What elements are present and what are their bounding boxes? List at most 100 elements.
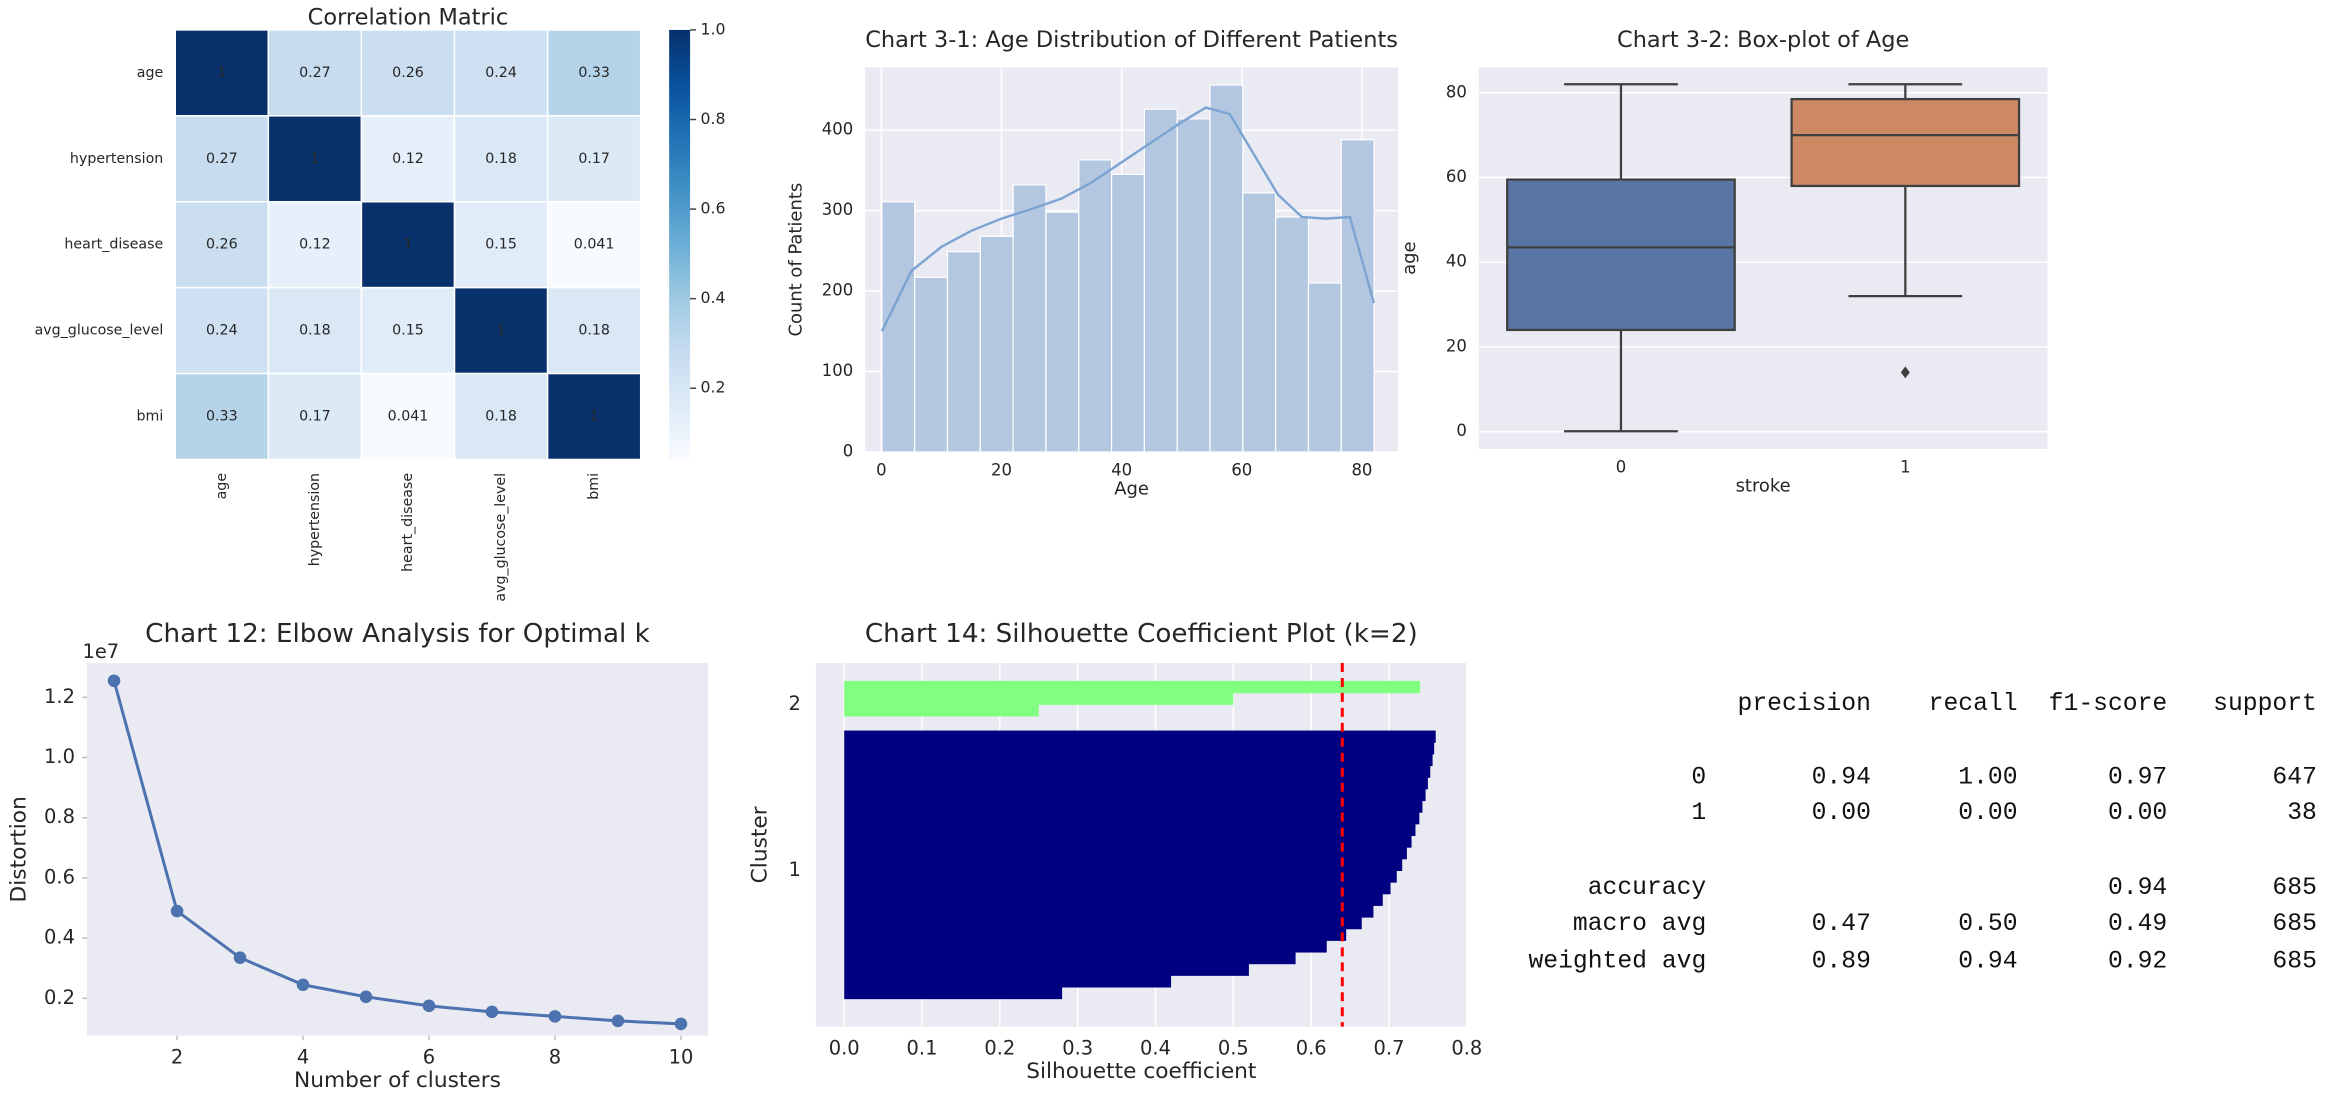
silhouette-bar bbox=[844, 742, 1435, 755]
y-tick-label: 20 bbox=[1446, 336, 1467, 355]
y-tick-label: 0.8 bbox=[44, 805, 75, 828]
x-tick-label: 0 bbox=[1616, 457, 1626, 476]
line-marker bbox=[422, 999, 436, 1013]
chart-title: Chart 3-1: Age Distribution of Different… bbox=[865, 27, 1398, 53]
x-tick-label: 0.8 bbox=[1451, 1037, 1482, 1060]
y-tick-label: 1.0 bbox=[44, 745, 75, 768]
x-tick-label: 0.3 bbox=[1062, 1037, 1093, 1060]
y-tick-label: 0.4 bbox=[44, 926, 75, 949]
histogram-bar bbox=[1176, 118, 1211, 453]
plot-background bbox=[86, 662, 709, 1036]
heatmap-cell bbox=[174, 372, 270, 461]
x-axis-label: Silhouette coefficient bbox=[1026, 1059, 1256, 1084]
silhouette-bar bbox=[844, 692, 1234, 705]
y-axis-label: age bbox=[1399, 241, 1420, 274]
silhouette-bar bbox=[844, 753, 1433, 767]
box bbox=[1790, 97, 2021, 188]
box bbox=[1506, 178, 1736, 332]
line-marker bbox=[674, 1017, 688, 1031]
report-cell: 0.50 bbox=[1958, 910, 2017, 938]
column-label: hypertension bbox=[307, 473, 323, 566]
y-axis-label: Distortion bbox=[7, 796, 32, 902]
offset-text: 1e7 bbox=[82, 640, 119, 663]
column-label: age bbox=[214, 473, 230, 499]
report-cell: 0.94 bbox=[1958, 947, 2017, 975]
x-tick-label: 2 bbox=[171, 1046, 183, 1069]
line-marker bbox=[359, 990, 373, 1004]
y-tick-label: 40 bbox=[1446, 252, 1467, 271]
report-row-label: weighted avg bbox=[1528, 947, 1706, 975]
x-tick-label: 6 bbox=[423, 1046, 435, 1069]
silhouette-bar bbox=[844, 940, 1327, 953]
histogram-bar bbox=[946, 251, 981, 453]
histogram-bar bbox=[914, 276, 949, 453]
column-label: bmi bbox=[586, 473, 602, 500]
y-tick-label: 80 bbox=[1446, 82, 1467, 101]
report-cell: 0.00 bbox=[2108, 799, 2167, 827]
silhouette-bar bbox=[844, 835, 1412, 848]
heatmap-cell bbox=[267, 29, 363, 117]
cell-label: 1 bbox=[310, 151, 319, 167]
row-label: age bbox=[137, 65, 163, 81]
silhouette-bar bbox=[844, 777, 1428, 790]
report-row-label: macro avg bbox=[1573, 910, 1706, 938]
report-cell: 685 bbox=[2272, 947, 2316, 975]
line-marker bbox=[611, 1014, 625, 1028]
x-tick-label: 40 bbox=[1111, 460, 1132, 479]
heatmap-cell bbox=[360, 286, 456, 375]
histogram-bar bbox=[979, 235, 1014, 453]
silhouette-bar bbox=[844, 704, 1039, 717]
y-axis-label: Cluster bbox=[747, 806, 772, 883]
histogram-bar bbox=[1307, 282, 1342, 453]
chart-title: Chart 14: Silhouette Coefficient Plot (k… bbox=[865, 619, 1418, 649]
cell-label: 0.17 bbox=[578, 151, 610, 167]
cell-label: 0.15 bbox=[392, 323, 424, 339]
silhouette-bar bbox=[844, 893, 1383, 906]
histogram-bar bbox=[1143, 108, 1178, 453]
silhouette-bar bbox=[844, 986, 1063, 1000]
kde-line bbox=[880, 106, 1376, 332]
row-label: hypertension bbox=[70, 151, 163, 167]
x-tick-label: 0.2 bbox=[984, 1037, 1015, 1060]
report-cell: 647 bbox=[2272, 763, 2316, 791]
x-tick-label: 0.5 bbox=[1218, 1037, 1249, 1060]
y-tick-label: 1 bbox=[788, 858, 800, 881]
x-tick-label: 10 bbox=[669, 1046, 694, 1069]
heatmap-cell bbox=[360, 29, 456, 117]
cell-label: 0.24 bbox=[485, 65, 517, 81]
x-tick-label: 60 bbox=[1231, 460, 1252, 479]
report-cell: 1.00 bbox=[1958, 763, 2017, 791]
heatmap-cell bbox=[453, 286, 549, 375]
cell-label: 0.33 bbox=[578, 65, 610, 81]
y-tick-label: 2 bbox=[788, 692, 800, 715]
line-marker bbox=[107, 674, 121, 688]
silhouette-bar bbox=[844, 765, 1431, 778]
report-cell: 0.00 bbox=[1812, 799, 1871, 827]
x-tick-label: 0.7 bbox=[1374, 1037, 1405, 1060]
silhouette-bar bbox=[844, 963, 1249, 976]
heatmap-cell bbox=[360, 115, 456, 203]
x-tick-label: 0.1 bbox=[907, 1037, 938, 1060]
x-axis-label: Number of clusters bbox=[294, 1068, 501, 1093]
report-cell: 0.49 bbox=[2108, 910, 2167, 938]
report-row-label: 1 bbox=[1691, 799, 1706, 827]
y-tick-label: 200 bbox=[822, 281, 853, 300]
line-marker bbox=[548, 1010, 562, 1023]
y-tick-label: 60 bbox=[1446, 167, 1467, 186]
y-tick-label: 400 bbox=[822, 120, 853, 139]
cell-label: 1 bbox=[403, 237, 412, 253]
chart-title: Chart 3-2: Box-plot of Age bbox=[1617, 27, 1909, 53]
line-series bbox=[112, 680, 682, 1026]
silhouette-bar bbox=[844, 812, 1420, 825]
histogram-bar bbox=[1110, 173, 1145, 453]
x-axis-label: stroke bbox=[1736, 476, 1791, 497]
report-cell: 0.97 bbox=[2108, 763, 2167, 791]
y-tick-label: 0.2 bbox=[44, 986, 75, 1009]
histogram-bar bbox=[1012, 184, 1047, 453]
cell-label: 0.15 bbox=[485, 237, 517, 253]
colorbar-tick-label: 0.6 bbox=[701, 199, 726, 218]
heatmap-cell bbox=[174, 29, 270, 117]
line-marker bbox=[485, 1005, 499, 1019]
report-cell: 685 bbox=[2272, 910, 2316, 938]
